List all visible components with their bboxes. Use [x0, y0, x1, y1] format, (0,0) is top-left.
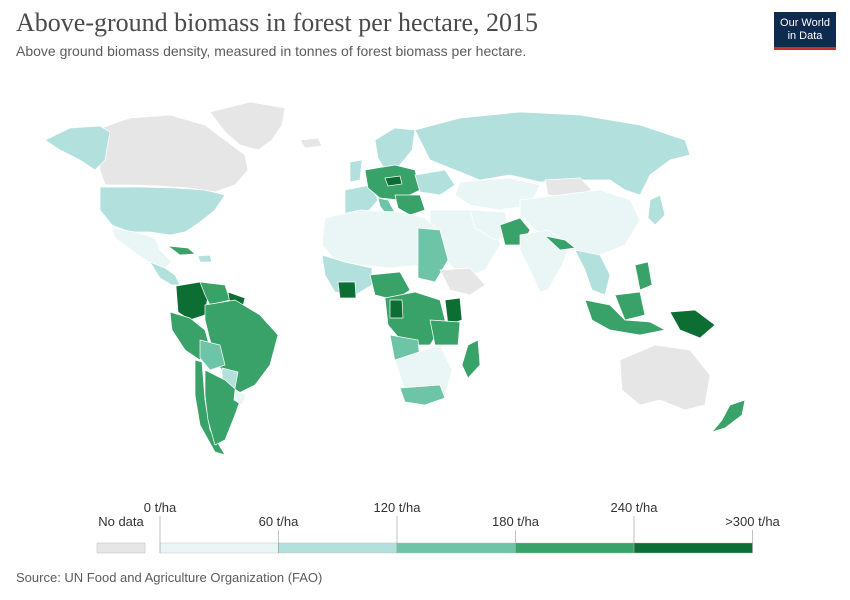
region-uruguay[interactable]	[233, 389, 247, 406]
owid-logo[interactable]: Our World in Data	[774, 12, 836, 50]
region-bolivia[interactable]	[199, 339, 226, 371]
region-southeast-asia[interactable]	[574, 249, 611, 296]
region-uk[interactable]	[349, 159, 363, 183]
region-south-africa[interactable]	[399, 384, 446, 406]
region-scandinavia[interactable]	[374, 127, 416, 171]
legend-bin-4[interactable]	[633, 542, 753, 554]
region-greenland[interactable]	[209, 101, 286, 151]
legend-no-data-swatch[interactable]	[96, 542, 146, 554]
legend-tick-label-0: 0 t/ha	[144, 500, 177, 515]
region-chile[interactable]	[194, 359, 226, 456]
region-gabon[interactable]	[389, 299, 404, 319]
legend-tick-label-5: >300 t/ha	[725, 514, 780, 529]
region-france-iberia[interactable]	[344, 184, 379, 216]
logo-line-2: in Data	[787, 30, 823, 42]
region-haiti[interactable]	[197, 254, 213, 263]
legend-bin-0[interactable]	[159, 542, 279, 554]
legend-tick-label-1: 60 t/ha	[259, 514, 300, 529]
world-map	[44, 101, 746, 456]
region-russia[interactable]	[414, 111, 691, 196]
region-australia[interactable]	[619, 344, 711, 411]
region-madagascar[interactable]	[461, 339, 481, 379]
region-usa[interactable]	[99, 186, 226, 236]
region-iran[interactable]	[469, 209, 511, 241]
region-kenya[interactable]	[444, 297, 463, 326]
legend-tick-label-4: 240 t/ha	[611, 500, 659, 515]
legend-tick-label-3: 180 t/ha	[492, 514, 540, 529]
region-cuba[interactable]	[166, 245, 196, 256]
region-new-zealand[interactable]	[710, 399, 746, 433]
region-czechia[interactable]	[384, 175, 403, 187]
region-alaska[interactable]	[44, 125, 111, 171]
source-note: Source: UN Food and Agriculture Organiza…	[16, 570, 323, 585]
region-papua[interactable]	[669, 309, 716, 339]
region-ukraine[interactable]	[414, 169, 456, 196]
legend-bin-1[interactable]	[278, 542, 398, 554]
region-china[interactable]	[519, 189, 641, 256]
region-kazakhstan[interactable]	[454, 177, 541, 211]
region-west-africa[interactable]	[321, 254, 373, 296]
region-cote-divoire[interactable]	[337, 281, 357, 299]
legend-bin-3[interactable]	[515, 542, 635, 554]
region-philippines[interactable]	[634, 261, 653, 291]
region-indonesia[interactable]	[584, 299, 667, 336]
region-iceland[interactable]	[299, 137, 323, 149]
legend-tick-label-2: 120 t/ha	[374, 500, 422, 515]
region-tanzania[interactable]	[429, 319, 461, 346]
region-canada[interactable]	[94, 114, 249, 193]
legend-bin-2[interactable]	[396, 542, 516, 554]
legend-no-data-label: No data	[98, 514, 144, 529]
logo-line-1: Our World	[780, 17, 830, 29]
region-balkans[interactable]	[394, 194, 426, 216]
region-borneo[interactable]	[614, 291, 646, 321]
region-horn-africa[interactable]	[439, 267, 486, 296]
chart-title: Above-ground biomass in forest per hecta…	[16, 8, 539, 37]
region-japan[interactable]	[647, 194, 666, 226]
chart-subtitle: Above ground biomass density, measured i…	[16, 43, 527, 59]
region-nepal-bhutan[interactable]	[543, 235, 576, 251]
region-argentina[interactable]	[204, 369, 243, 446]
